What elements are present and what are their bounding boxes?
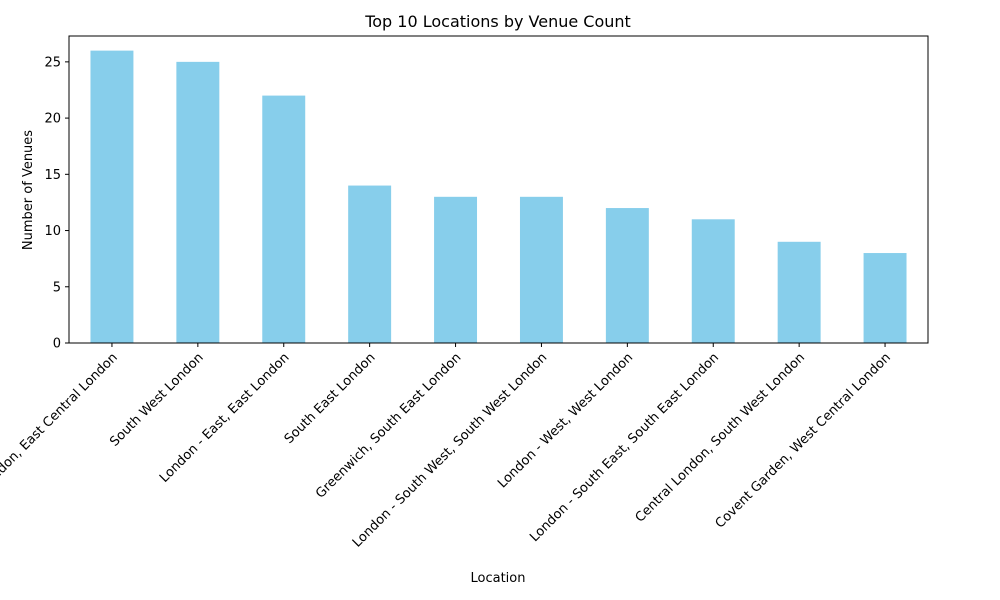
x-tick-label: Covent Garden, West Central London <box>713 350 894 531</box>
x-tick-label: South East London <box>282 350 379 447</box>
x-tick-label: London - South West, South West London <box>350 350 550 550</box>
bar <box>691 219 735 343</box>
bar <box>262 95 306 343</box>
x-tick-label: South West London <box>107 350 206 449</box>
y-tick-label: 10 <box>44 224 61 239</box>
bar <box>863 253 907 343</box>
x-tick-label: City of London, East Central London <box>0 350 121 526</box>
plot-frame <box>68 35 929 344</box>
chart-title: Top 10 Locations by Venue Count <box>364 12 631 31</box>
bars-group <box>90 50 907 344</box>
x-tick-label: London - South East, South East London <box>527 350 722 545</box>
y-axis-ticks: 0 5 10 15 20 25 <box>44 55 69 352</box>
x-tick-label: Central London, South West London <box>633 350 808 525</box>
x-axis-label: Location <box>471 571 526 586</box>
x-tick-label: London - West, West London <box>495 350 636 491</box>
y-axis-label: Number of Venues <box>21 130 36 250</box>
y-tick-label: 0 <box>53 337 61 352</box>
y-tick-label: 25 <box>44 55 61 70</box>
y-tick-label: 15 <box>44 168 61 183</box>
bar <box>519 196 563 343</box>
y-tick-label: 20 <box>44 112 61 127</box>
bar <box>605 208 649 343</box>
bar <box>348 185 392 343</box>
x-axis-ticks: City of London, East Central LondonSouth… <box>0 343 894 551</box>
y-tick-label: 5 <box>53 280 61 295</box>
bar <box>777 241 821 343</box>
x-tick-label: Greenwich, South East London <box>313 350 464 501</box>
bar <box>434 196 478 343</box>
bar <box>90 50 134 344</box>
bar <box>176 61 220 344</box>
